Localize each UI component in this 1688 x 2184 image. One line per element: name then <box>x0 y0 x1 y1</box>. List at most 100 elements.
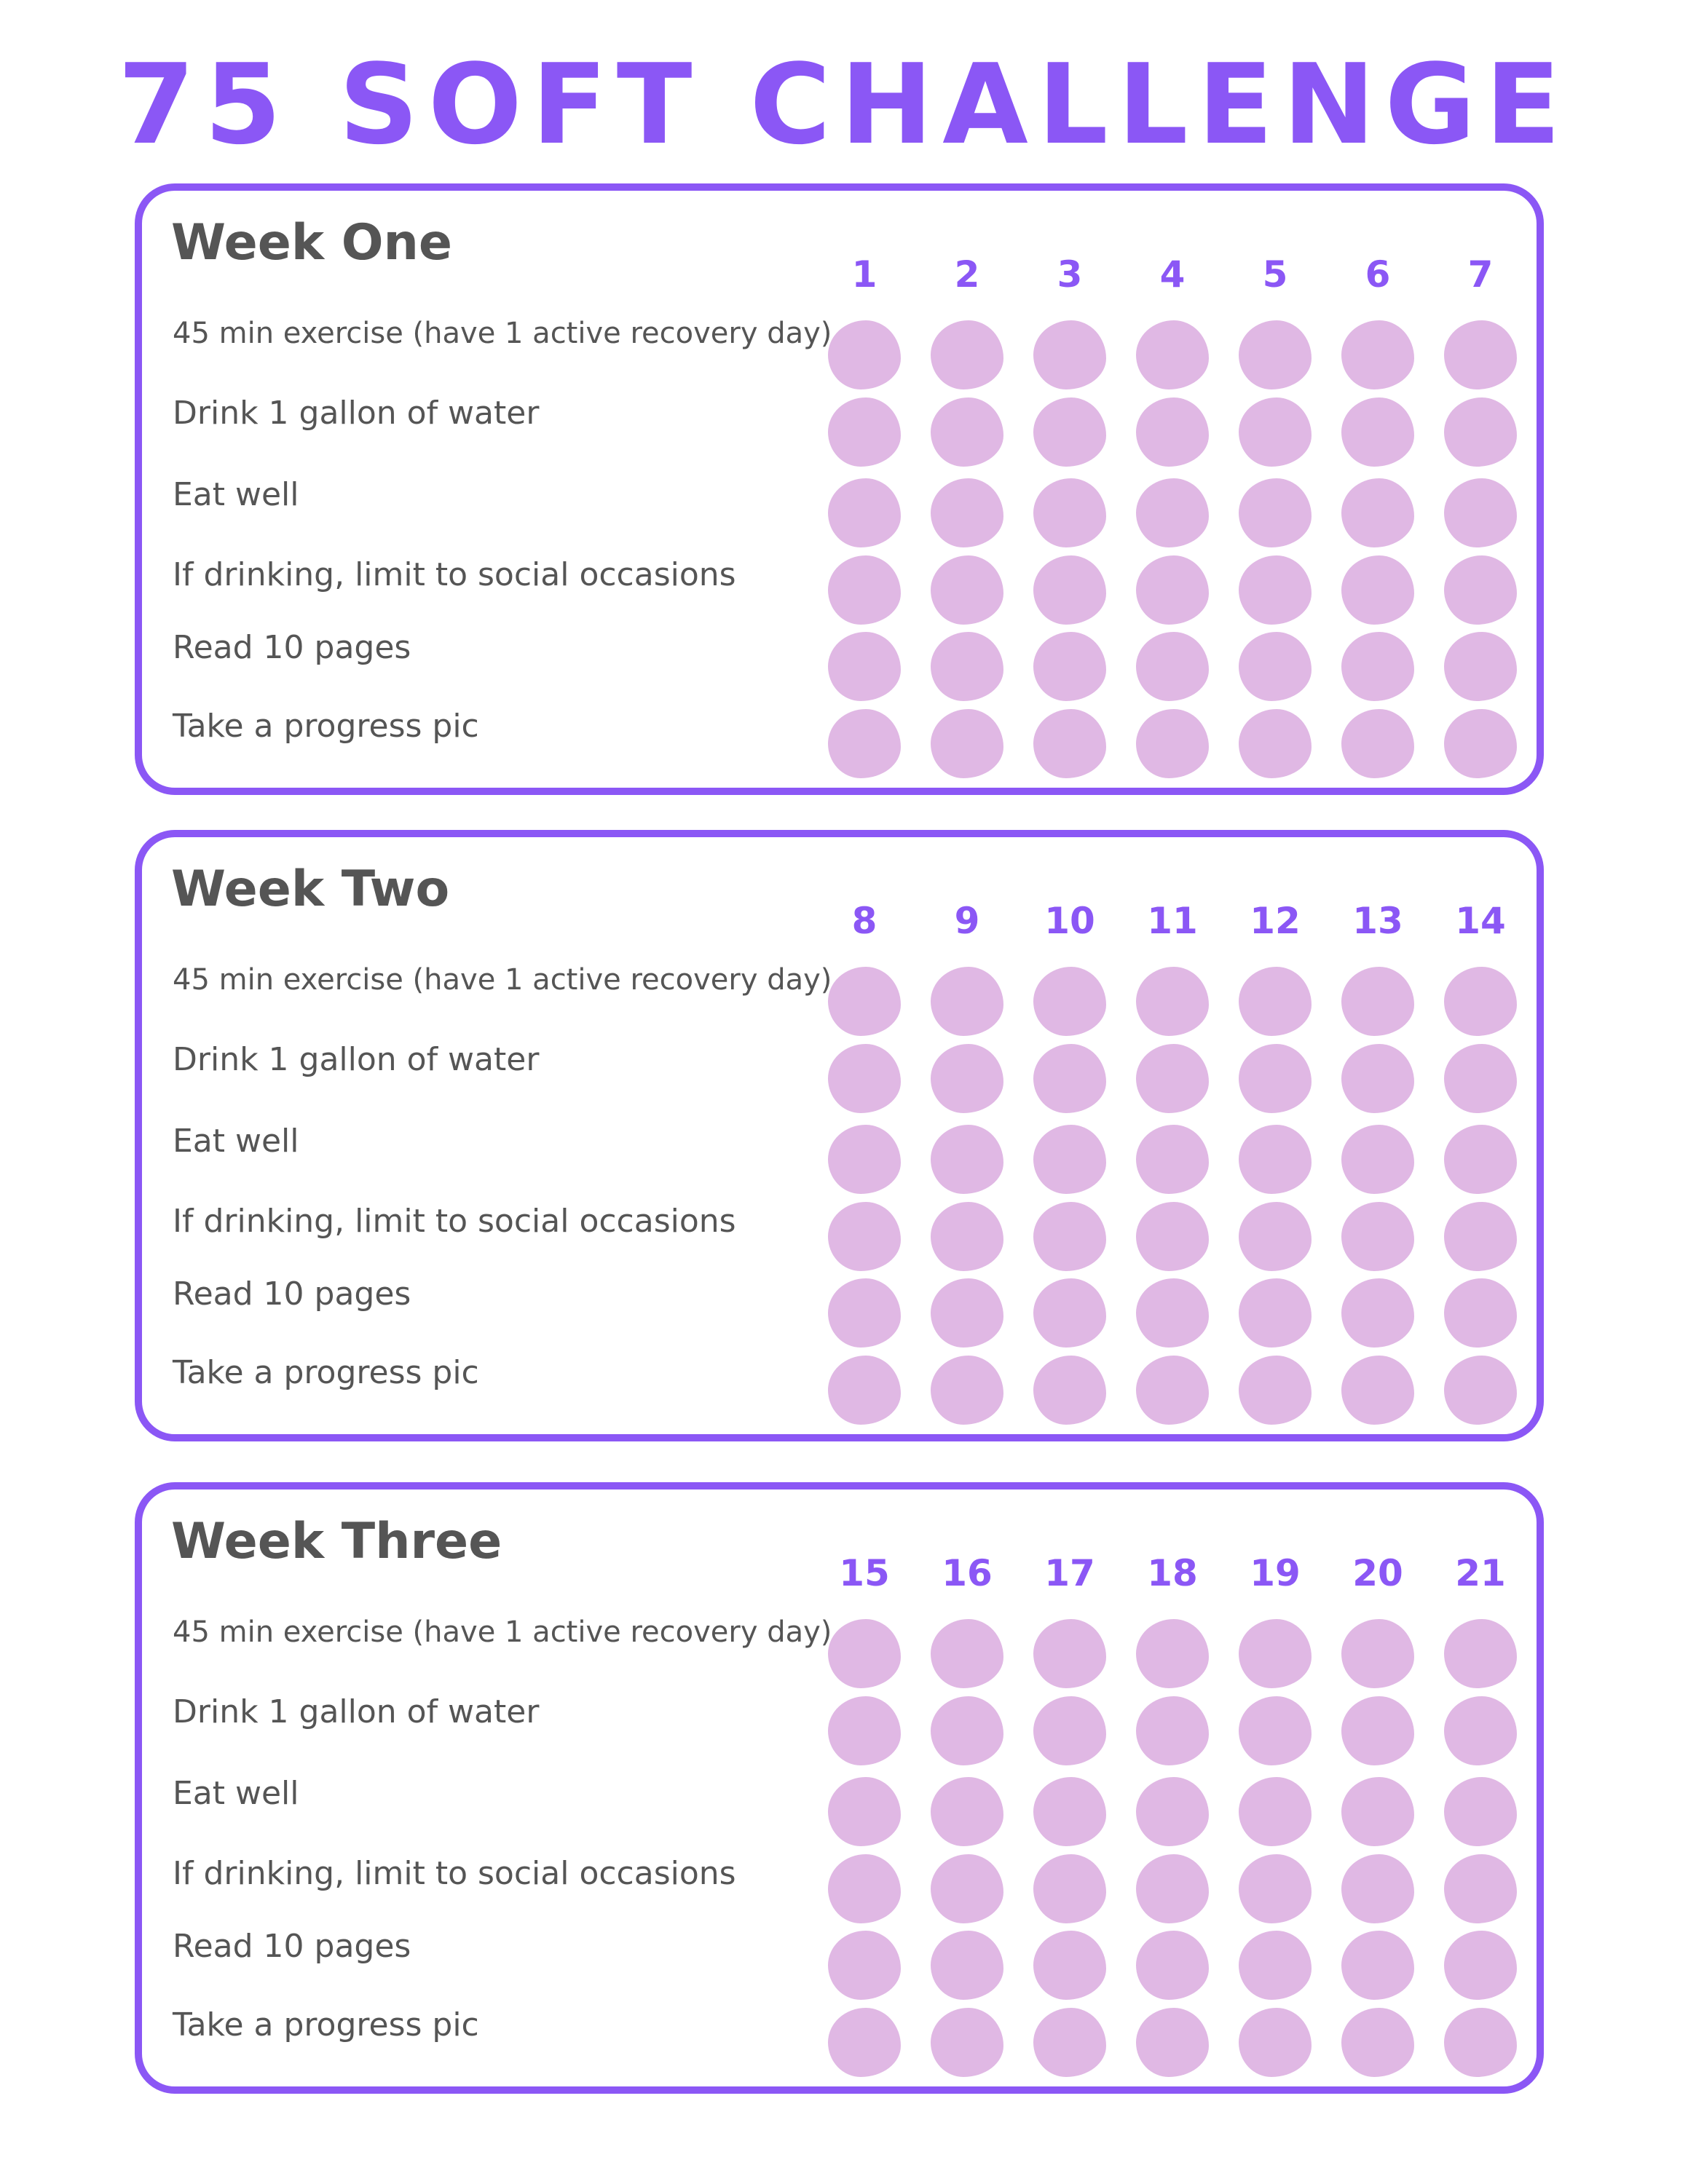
checkbox-dot[interactable] <box>1033 1202 1106 1271</box>
checkbox-dot[interactable] <box>1444 2008 1517 2077</box>
checkbox-dot[interactable] <box>1444 320 1517 389</box>
checkbox-dot[interactable] <box>1136 1125 1209 1194</box>
checkbox-dot[interactable] <box>1136 1619 1209 1688</box>
checkbox-dot[interactable] <box>931 632 1003 701</box>
checkbox-dot[interactable] <box>931 1278 1003 1348</box>
checkbox-dot[interactable] <box>1341 1278 1414 1348</box>
checkbox-dot[interactable] <box>1136 1356 1209 1425</box>
checkbox-dot[interactable] <box>1239 1619 1312 1688</box>
checkbox-dot[interactable] <box>931 967 1003 1036</box>
checkbox-dot[interactable] <box>931 320 1003 389</box>
checkbox-dot[interactable] <box>1341 1931 1414 2000</box>
checkbox-dot[interactable] <box>1033 1696 1106 1765</box>
checkbox-dot[interactable] <box>1033 1777 1106 1846</box>
checkbox-dot[interactable] <box>1239 397 1312 467</box>
checkbox-dot[interactable] <box>828 397 901 467</box>
checkbox-dot[interactable] <box>1239 478 1312 547</box>
checkbox-dot[interactable] <box>1136 1931 1209 2000</box>
checkbox-dot[interactable] <box>1136 709 1209 778</box>
checkbox-dot[interactable] <box>931 1931 1003 2000</box>
checkbox-dot[interactable] <box>1033 709 1106 778</box>
checkbox-dot[interactable] <box>1341 478 1414 547</box>
checkbox-dot[interactable] <box>1033 555 1106 625</box>
checkbox-dot[interactable] <box>1444 1125 1517 1194</box>
checkbox-dot[interactable] <box>828 2008 901 2077</box>
checkbox-dot[interactable] <box>1341 2008 1414 2077</box>
checkbox-dot[interactable] <box>931 478 1003 547</box>
checkbox-dot[interactable] <box>1444 709 1517 778</box>
checkbox-dot[interactable] <box>828 709 901 778</box>
checkbox-dot[interactable] <box>931 709 1003 778</box>
checkbox-dot[interactable] <box>1033 1125 1106 1194</box>
checkbox-dot[interactable] <box>1136 1777 1209 1846</box>
checkbox-dot[interactable] <box>1033 1356 1106 1425</box>
checkbox-dot[interactable] <box>1444 1044 1517 1113</box>
checkbox-dot[interactable] <box>1239 1125 1312 1194</box>
checkbox-dot[interactable] <box>1444 967 1517 1036</box>
checkbox-dot[interactable] <box>931 1202 1003 1271</box>
checkbox-dot[interactable] <box>828 1044 901 1113</box>
checkbox-dot[interactable] <box>1239 2008 1312 2077</box>
checkbox-dot[interactable] <box>1444 1356 1517 1425</box>
checkbox-dot[interactable] <box>1239 632 1312 701</box>
checkbox-dot[interactable] <box>1239 1278 1312 1348</box>
checkbox-dot[interactable] <box>828 632 901 701</box>
checkbox-dot[interactable] <box>1341 1044 1414 1113</box>
checkbox-dot[interactable] <box>1444 555 1517 625</box>
checkbox-dot[interactable] <box>1341 1356 1414 1425</box>
checkbox-dot[interactable] <box>1033 397 1106 467</box>
checkbox-dot[interactable] <box>1136 1044 1209 1113</box>
checkbox-dot[interactable] <box>1033 967 1106 1036</box>
checkbox-dot[interactable] <box>1239 1696 1312 1765</box>
checkbox-dot[interactable] <box>1341 1777 1414 1846</box>
checkbox-dot[interactable] <box>828 1278 901 1348</box>
checkbox-dot[interactable] <box>931 397 1003 467</box>
checkbox-dot[interactable] <box>1033 1044 1106 1113</box>
checkbox-dot[interactable] <box>1239 1931 1312 2000</box>
checkbox-dot[interactable] <box>828 555 901 625</box>
checkbox-dot[interactable] <box>1239 1854 1312 1923</box>
checkbox-dot[interactable] <box>1033 632 1106 701</box>
checkbox-dot[interactable] <box>1136 967 1209 1036</box>
checkbox-dot[interactable] <box>931 1125 1003 1194</box>
checkbox-dot[interactable] <box>1136 2008 1209 2077</box>
checkbox-dot[interactable] <box>1239 1356 1312 1425</box>
checkbox-dot[interactable] <box>931 1356 1003 1425</box>
checkbox-dot[interactable] <box>931 2008 1003 2077</box>
checkbox-dot[interactable] <box>1444 1278 1517 1348</box>
checkbox-dot[interactable] <box>1239 967 1312 1036</box>
checkbox-dot[interactable] <box>1136 1854 1209 1923</box>
checkbox-dot[interactable] <box>1239 1777 1312 1846</box>
checkbox-dot[interactable] <box>828 478 901 547</box>
checkbox-dot[interactable] <box>1444 632 1517 701</box>
checkbox-dot[interactable] <box>931 1777 1003 1846</box>
checkbox-dot[interactable] <box>1444 478 1517 547</box>
checkbox-dot[interactable] <box>1136 397 1209 467</box>
checkbox-dot[interactable] <box>1239 1044 1312 1113</box>
checkbox-dot[interactable] <box>828 1619 901 1688</box>
checkbox-dot[interactable] <box>1033 320 1106 389</box>
checkbox-dot[interactable] <box>1033 1931 1106 2000</box>
checkbox-dot[interactable] <box>1239 1202 1312 1271</box>
checkbox-dot[interactable] <box>828 1931 901 2000</box>
checkbox-dot[interactable] <box>1444 1931 1517 2000</box>
checkbox-dot[interactable] <box>1136 1202 1209 1271</box>
checkbox-dot[interactable] <box>1239 709 1312 778</box>
checkbox-dot[interactable] <box>1239 320 1312 389</box>
checkbox-dot[interactable] <box>1136 632 1209 701</box>
checkbox-dot[interactable] <box>1341 1202 1414 1271</box>
checkbox-dot[interactable] <box>1341 1125 1414 1194</box>
checkbox-dot[interactable] <box>828 1356 901 1425</box>
checkbox-dot[interactable] <box>931 1696 1003 1765</box>
checkbox-dot[interactable] <box>1136 320 1209 389</box>
checkbox-dot[interactable] <box>1341 1854 1414 1923</box>
checkbox-dot[interactable] <box>1239 555 1312 625</box>
checkbox-dot[interactable] <box>1444 1777 1517 1846</box>
checkbox-dot[interactable] <box>828 967 901 1036</box>
checkbox-dot[interactable] <box>1341 555 1414 625</box>
checkbox-dot[interactable] <box>1341 1696 1414 1765</box>
checkbox-dot[interactable] <box>1444 1619 1517 1688</box>
checkbox-dot[interactable] <box>1136 555 1209 625</box>
checkbox-dot[interactable] <box>931 1044 1003 1113</box>
checkbox-dot[interactable] <box>828 1777 901 1846</box>
